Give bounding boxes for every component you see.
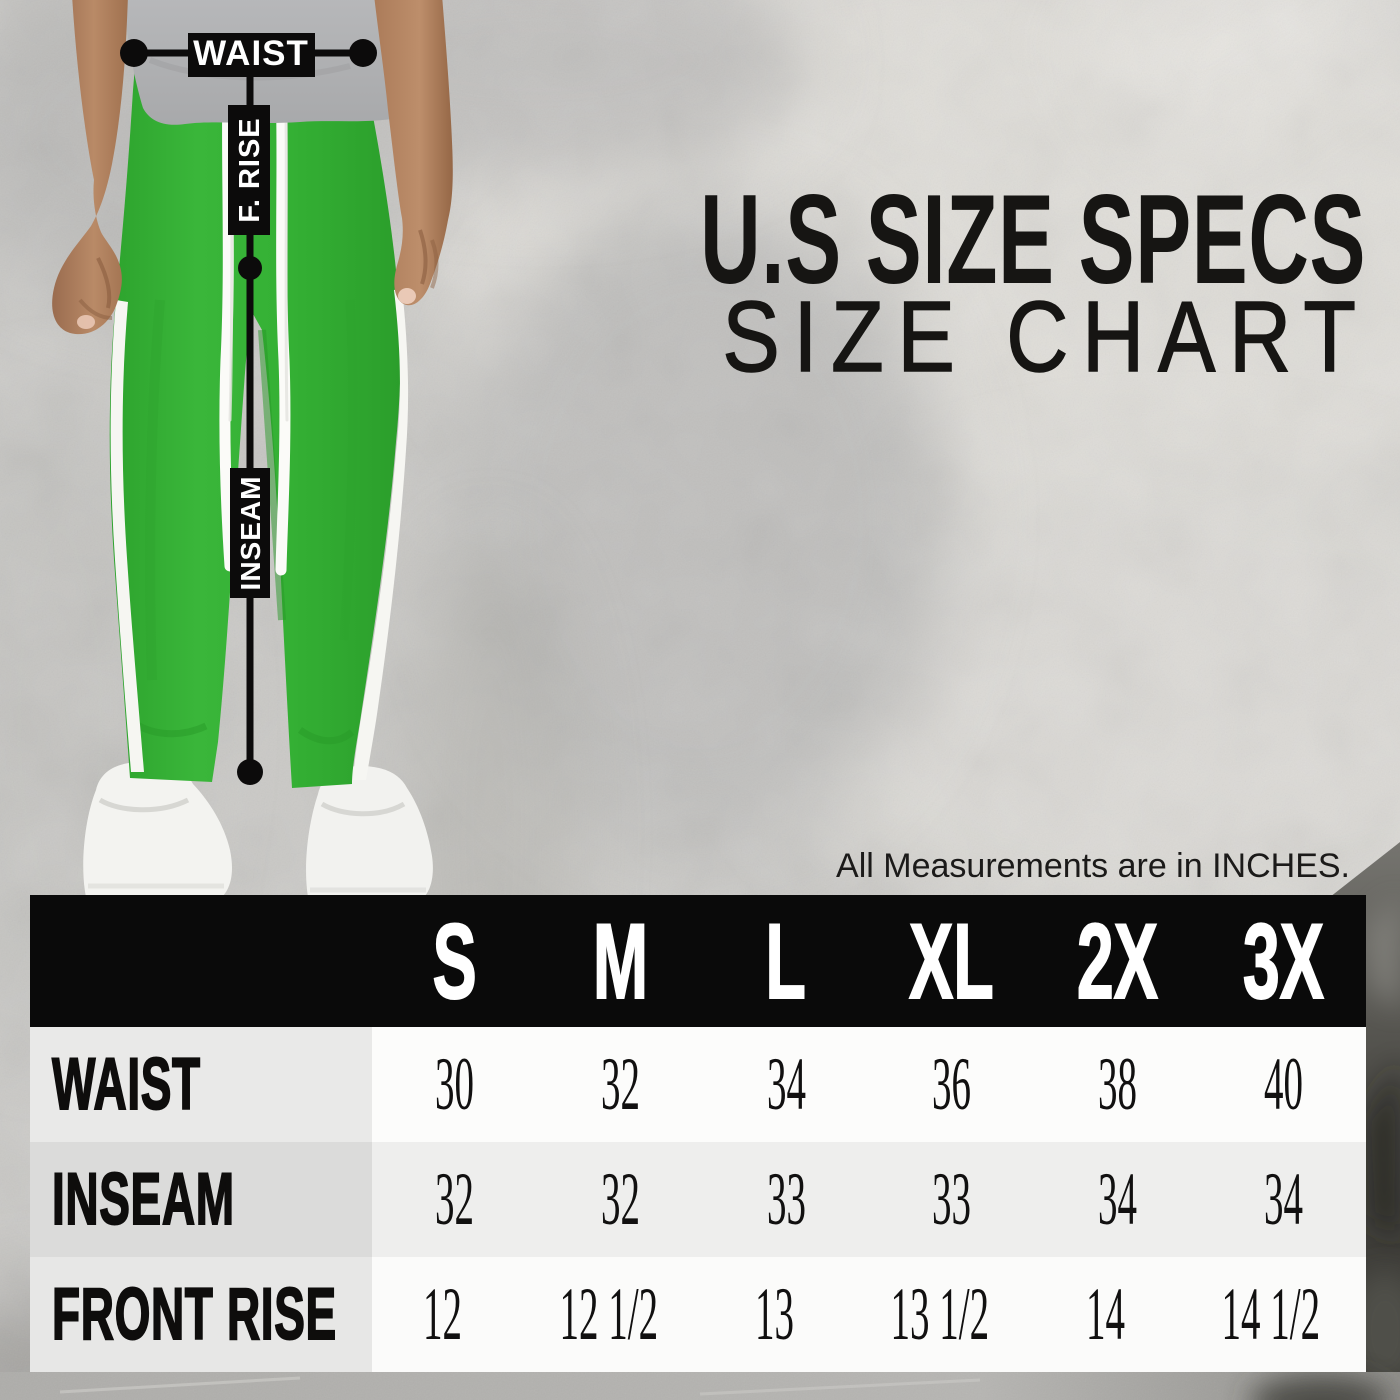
fingernail [398,288,416,304]
size-value: 32 [537,1142,704,1257]
drawstrings [219,78,291,576]
units-note: All Measurements are in INCHES. [836,847,1350,885]
table-row-waist: WAIST 30 32 34 36 38 40 [30,1027,1366,1142]
size-value: 34 [703,1027,869,1142]
right-arm [374,0,453,306]
front-rise-annotation-label: F. RISE [234,117,266,222]
size-value: 33 [869,1142,1035,1257]
measure-dot [238,256,262,280]
size-value: 32 [537,1027,704,1142]
size-chart-table: S M L XL 2X 3X WAIST 30 32 34 36 38 40 I… [30,895,1366,1372]
row-label: FRONT RISE [30,1257,372,1372]
side-stripe-left [110,300,144,772]
size-value: 12 [372,1257,514,1372]
size-col-header-s: S [432,900,477,1021]
size-col-header-3x: 3X [1242,900,1324,1021]
left-arm [52,0,128,335]
bottom-strip [0,1372,1400,1400]
fingernail [77,315,95,329]
front-rise-label-box [228,105,270,235]
size-table-header: S M L XL 2X 3X [30,895,1366,1027]
inseam-annotation-label: INSEAM [235,476,266,591]
size-value: 13 [703,1257,846,1372]
size-value: 32 [372,1142,538,1257]
side-stripe-right [353,288,409,780]
size-value: 33 [703,1142,869,1257]
table-row-front-rise: FRONT RISE 12 12 1/2 13 13 1/2 14 14 1/2 [30,1257,1366,1372]
size-value: 34 [1200,1142,1366,1257]
size-value: 40 [1200,1027,1366,1142]
size-value: 30 [372,1027,538,1142]
size-value: 36 [869,1027,1035,1142]
measure-dot [349,39,377,67]
measure-dot [237,759,263,785]
waist-annotation-label: WAIST [193,34,309,73]
size-col-header-2x: 2X [1076,900,1159,1021]
row-label: WAIST [30,1027,372,1142]
size-value: 12 1/2 [513,1257,704,1372]
page-title: U.S SIZE SPECS [699,168,1366,310]
size-col-header-m: M [592,900,649,1021]
size-col-header-xl: XL [909,900,995,1021]
size-value: 38 [1034,1027,1201,1142]
table-row-inseam: INSEAM 32 32 33 33 34 34 [30,1142,1366,1257]
size-col-header-l: L [765,900,807,1021]
row-label: INSEAM [30,1142,372,1257]
page-subtitle: SIZE CHART [722,281,1370,393]
sneakers [83,762,433,897]
size-value: 14 [1034,1257,1177,1372]
waist-label-box [188,33,315,77]
size-value: 13 1/2 [845,1257,1035,1372]
measure-dot [120,39,148,67]
measurement-annotations: WAIST F. RISE INSEAM [120,33,377,785]
inseam-label-box [230,468,270,598]
size-value: 34 [1034,1142,1201,1257]
size-value: 14 1/2 [1176,1257,1366,1372]
